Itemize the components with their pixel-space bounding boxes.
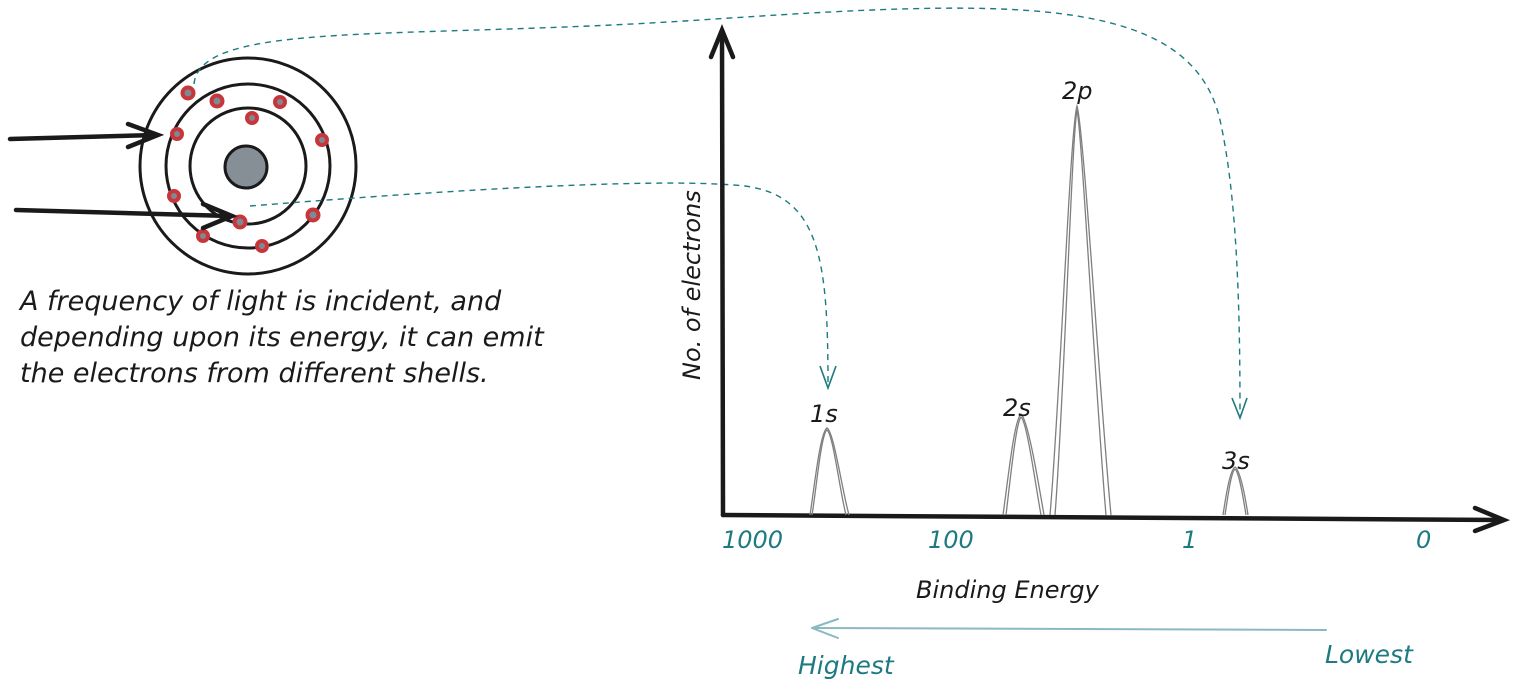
tick-label: 0 <box>1416 526 1431 554</box>
middle-shell <box>164 82 332 250</box>
x-axis-title: Binding Energy <box>916 576 1100 604</box>
tick-label: 100 <box>928 526 974 554</box>
electron <box>305 207 321 223</box>
emission-arrowhead-1s <box>819 365 837 391</box>
x-axis <box>720 512 1505 523</box>
electrons <box>167 85 329 253</box>
peak-label-2p: 2p <box>1062 77 1093 105</box>
incident-light-arrows <box>7 121 238 231</box>
emission-path-inner-to-1s <box>249 182 829 386</box>
peak-labels: 1s 2s 2p 3s <box>810 77 1250 475</box>
caption-line: depending upon its energy, it can emit <box>20 322 545 353</box>
caption: A frequency of light is incident, and de… <box>18 286 545 389</box>
direction-indicator: Highest Lowest <box>798 618 1414 680</box>
emission-arrowhead-3s <box>1231 397 1248 421</box>
direction-label-highest: Highest <box>798 651 895 680</box>
incident-arrowhead-upper <box>125 121 165 150</box>
direction-arrow <box>813 627 1327 631</box>
emission-arrows <box>193 7 1241 416</box>
caption-line: A frequency of light is incident, and <box>18 286 502 317</box>
incident-arrow-upper <box>7 132 159 142</box>
y-axis-arrowhead <box>708 24 736 60</box>
electron <box>170 127 184 141</box>
peak-2p <box>1049 103 1112 516</box>
x-axis-arrowhead <box>1472 505 1511 534</box>
x-tick-labels: 1000 100 1 0 <box>722 526 1431 554</box>
y-axis <box>719 30 726 518</box>
spectrum-axes <box>708 24 1511 534</box>
atom <box>7 56 358 276</box>
electron <box>273 95 287 109</box>
y-axis-title: No. of electrons <box>678 190 706 380</box>
peak-label-3s: 3s <box>1222 447 1250 475</box>
electron <box>180 85 196 101</box>
direction-label-lowest: Lowest <box>1325 640 1414 669</box>
direction-arrowhead <box>811 618 839 639</box>
peak-1s <box>809 427 850 516</box>
outer-shell <box>138 56 358 276</box>
peak-2s <box>1002 413 1045 516</box>
tick-label: 1000 <box>722 526 783 554</box>
nucleus <box>223 144 269 190</box>
peak-3s <box>1222 466 1249 516</box>
peak-label-2s: 2s <box>1003 394 1031 422</box>
electron <box>245 111 259 125</box>
emission-arrowheads <box>819 365 1248 421</box>
emission-path-outer-to-3s <box>193 7 1241 416</box>
electron <box>196 229 210 243</box>
peaks <box>809 103 1249 516</box>
electron <box>315 133 329 147</box>
incident-arrowhead-lower <box>200 201 238 231</box>
electron <box>255 239 269 253</box>
caption-line: the electrons from different shells. <box>20 358 489 389</box>
tick-label: 1 <box>1182 526 1197 554</box>
electron <box>167 189 181 203</box>
electron <box>232 214 248 230</box>
incident-arrow-lower <box>13 207 233 219</box>
peak-label-1s: 1s <box>810 400 838 428</box>
electron <box>209 93 225 109</box>
inner-shell <box>188 106 308 226</box>
